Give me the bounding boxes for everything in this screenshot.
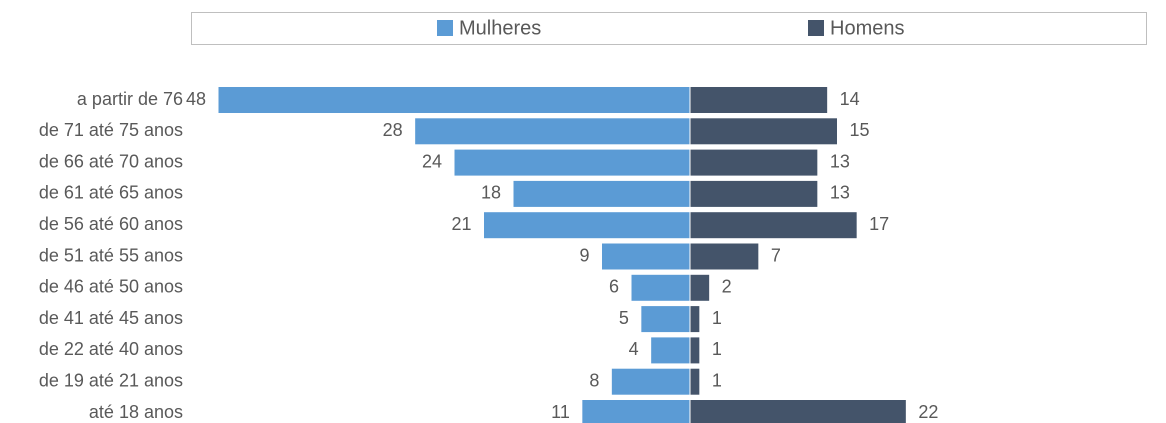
value-label: 5 xyxy=(619,308,629,328)
bar xyxy=(689,242,760,271)
value-label: 1 xyxy=(712,339,722,359)
bar xyxy=(650,336,691,365)
value-label: 1 xyxy=(712,370,722,390)
category-label: de 46 até 50 anos xyxy=(39,277,183,297)
value-label: 13 xyxy=(830,183,850,203)
bar xyxy=(689,305,701,334)
value-label: 22 xyxy=(918,402,938,422)
bar xyxy=(689,117,838,146)
category-label: até 18 anos xyxy=(89,402,183,422)
category-label: de 41 até 45 anos xyxy=(39,308,183,328)
bar xyxy=(689,336,701,365)
category-label: de 71 até 75 anos xyxy=(39,120,183,140)
legend-swatch xyxy=(437,20,453,36)
value-label: 24 xyxy=(422,151,442,171)
value-label: 9 xyxy=(579,245,589,265)
category-label: de 66 até 70 anos xyxy=(39,151,183,171)
legend-swatch xyxy=(808,20,824,36)
value-label: 28 xyxy=(383,120,403,140)
category-label: de 51 até 55 anos xyxy=(39,245,183,265)
bar xyxy=(483,211,691,240)
bar xyxy=(217,86,691,114)
bar xyxy=(581,399,691,423)
value-label: 15 xyxy=(850,120,870,140)
category-label: de 19 até 21 anos xyxy=(39,370,183,390)
value-label: 7 xyxy=(771,245,781,265)
bar xyxy=(689,86,829,114)
value-label: 17 xyxy=(869,214,889,234)
legend-box xyxy=(191,12,1147,45)
value-label: 11 xyxy=(551,402,570,422)
value-label: 13 xyxy=(830,151,850,171)
category-label: a partir de 76 xyxy=(77,89,183,109)
bar xyxy=(414,117,691,146)
value-label: 4 xyxy=(629,339,639,359)
value-label: 14 xyxy=(840,89,860,109)
value-label: 18 xyxy=(481,183,501,203)
legend-label: Mulheres xyxy=(459,17,541,39)
value-label: 48 xyxy=(186,89,206,109)
category-label: de 56 até 60 anos xyxy=(39,214,183,234)
legend-label: Homens xyxy=(830,17,904,39)
bar xyxy=(689,399,907,423)
bar xyxy=(689,179,819,208)
bar xyxy=(601,242,691,271)
value-label: 6 xyxy=(609,277,619,297)
bar xyxy=(640,305,691,334)
bar xyxy=(453,148,691,177)
value-label: 1 xyxy=(712,308,722,328)
bar xyxy=(689,148,819,177)
category-label: de 61 até 65 anos xyxy=(39,183,183,203)
bar xyxy=(689,273,711,302)
bar xyxy=(610,367,691,396)
value-label: 21 xyxy=(451,214,471,234)
bar xyxy=(512,179,691,208)
bar xyxy=(630,273,691,302)
category-label: de 22 até 40 anos xyxy=(39,339,183,359)
value-label: 2 xyxy=(722,277,732,297)
bar xyxy=(689,367,701,396)
value-label: 8 xyxy=(589,370,599,390)
bar xyxy=(689,211,858,240)
